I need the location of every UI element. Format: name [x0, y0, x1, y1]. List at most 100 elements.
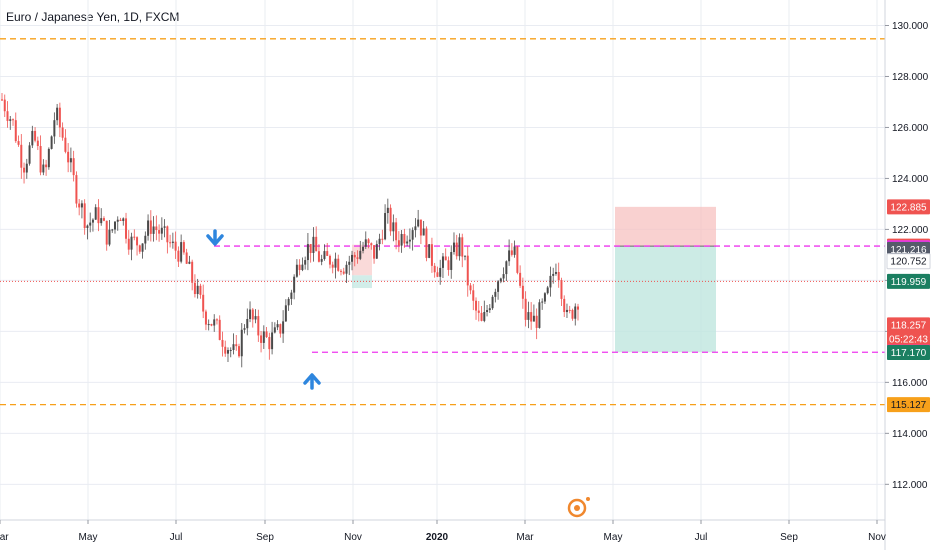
candle: [469, 283, 472, 295]
candle: [384, 204, 387, 241]
candle: [199, 283, 202, 299]
candle: [75, 171, 78, 208]
candle: [144, 231, 147, 250]
time-tick-label: May: [604, 532, 623, 543]
candle: [317, 244, 320, 263]
candle: [229, 347, 232, 358]
candle: [309, 244, 312, 263]
candle: [571, 308, 574, 321]
candle: [191, 259, 194, 291]
price-tick-label: 126.000: [892, 123, 929, 134]
candle: [36, 136, 39, 151]
svg-text:120.752: 120.752: [890, 257, 927, 268]
candle: [72, 150, 75, 182]
candle: [436, 266, 439, 278]
candle: [64, 129, 67, 154]
price-tick-label: 130.000: [892, 21, 929, 32]
candle: [108, 220, 111, 247]
candle: [400, 230, 403, 253]
candle: [271, 321, 274, 355]
price-badge: 118.257: [887, 317, 930, 333]
time-axis[interactable]: Mar May Jul Sep Nov 2020 Mar May Jul Sep Nov: [0, 519, 886, 543]
candle: [433, 262, 436, 278]
time-tick-label: Mar: [0, 532, 9, 543]
candle: [196, 278, 199, 299]
price-tick-label: 112.000: [892, 480, 928, 491]
candle: [488, 304, 491, 313]
candle: [345, 261, 348, 284]
candle: [119, 217, 122, 222]
candle: [510, 243, 513, 257]
candle: [563, 295, 566, 317]
price-badge: 119.959: [887, 273, 930, 289]
candle: [232, 333, 235, 355]
candle: [543, 292, 546, 304]
svg-text:122.885: 122.885: [890, 202, 927, 213]
price-tick-label: 128.000: [892, 72, 929, 83]
candle: [353, 252, 356, 267]
candle: [89, 212, 92, 233]
candle: [193, 274, 196, 298]
mini-target-zone: [352, 275, 372, 289]
candle: [373, 245, 376, 264]
candle: [188, 255, 191, 265]
candlesticks: [1, 92, 579, 368]
price-badges: 122.885121.346121.279121.216120.752119.9…: [886, 199, 931, 413]
candle: [337, 254, 340, 272]
time-tick-label: Jul: [695, 532, 708, 543]
svg-text:05:22:43: 05:22:43: [889, 335, 928, 346]
candle: [304, 256, 307, 270]
candle: [213, 314, 216, 332]
candle: [328, 254, 331, 269]
candle: [549, 266, 552, 297]
candle: [461, 233, 464, 268]
candle: [452, 232, 455, 255]
candle: [425, 226, 428, 262]
candle: [339, 269, 342, 276]
candle: [17, 135, 20, 147]
candle: [475, 297, 478, 320]
candle: [282, 310, 285, 343]
candle: [111, 228, 114, 233]
candle: [334, 252, 337, 279]
candle: [406, 235, 409, 247]
candle: [552, 267, 555, 284]
candle: [315, 226, 318, 252]
candle: [535, 308, 538, 340]
candle: [58, 102, 61, 138]
candle: [273, 322, 276, 334]
candle: [6, 101, 9, 128]
candle: [25, 158, 28, 179]
take-profit-zone: [615, 246, 716, 353]
candle: [342, 267, 345, 275]
candle: [180, 234, 183, 264]
price-tick-label: 114.000: [892, 429, 928, 440]
candle: [246, 308, 249, 336]
price-badge: 05:22:43: [887, 331, 930, 347]
candle: [455, 234, 458, 260]
candle: [502, 267, 505, 283]
candle: [477, 301, 480, 322]
candle: [185, 248, 188, 265]
candle: [348, 255, 351, 276]
candle: [268, 332, 271, 360]
candle: [411, 227, 414, 251]
candle: [541, 298, 544, 310]
candle: [42, 159, 45, 176]
candle: [20, 134, 23, 179]
candle: [224, 340, 227, 357]
candle: [254, 309, 257, 324]
candle: [508, 239, 511, 266]
candle: [182, 240, 185, 255]
candle: [147, 214, 150, 241]
candle: [249, 301, 252, 323]
candle: [262, 325, 265, 349]
candle: [483, 300, 486, 323]
candle: [499, 277, 502, 284]
candle: [116, 216, 119, 231]
candle: [14, 112, 17, 143]
time-tick-label: Nov: [344, 532, 362, 543]
candle: [524, 291, 527, 327]
candle: [565, 303, 568, 318]
